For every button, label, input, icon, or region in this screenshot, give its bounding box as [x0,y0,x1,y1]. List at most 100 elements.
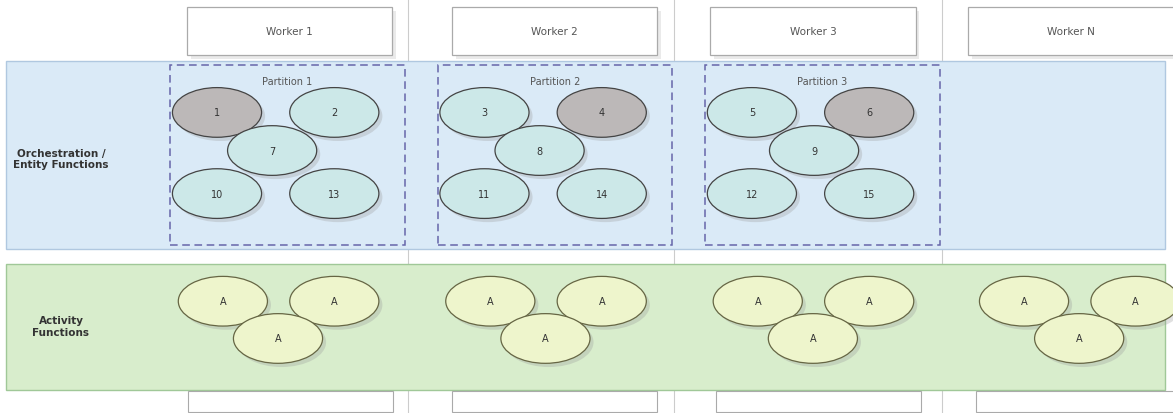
FancyBboxPatch shape [452,391,657,412]
Ellipse shape [707,88,796,138]
Text: A: A [1076,334,1083,344]
Ellipse shape [228,126,317,176]
Text: A: A [1132,297,1139,306]
Ellipse shape [557,88,646,138]
Ellipse shape [713,277,802,326]
Ellipse shape [557,169,646,219]
Text: 5: 5 [748,108,755,118]
Text: Worker 2: Worker 2 [531,27,578,37]
Ellipse shape [717,280,806,330]
Ellipse shape [504,318,594,367]
Ellipse shape [499,130,588,180]
Text: Partition 1: Partition 1 [263,77,312,87]
FancyBboxPatch shape [6,62,1165,250]
Text: 14: 14 [596,189,608,199]
Text: A: A [866,297,873,306]
FancyBboxPatch shape [455,12,660,60]
FancyBboxPatch shape [969,8,1173,56]
Ellipse shape [561,92,650,142]
Ellipse shape [443,92,533,142]
Text: 1: 1 [213,108,221,118]
Ellipse shape [495,126,584,176]
Text: Partition 2: Partition 2 [530,77,579,87]
Ellipse shape [707,169,796,219]
Text: 13: 13 [328,189,340,199]
Text: 11: 11 [479,189,490,199]
Text: A: A [219,297,226,306]
Ellipse shape [293,280,382,330]
Text: A: A [598,297,605,306]
Text: Activity
Functions: Activity Functions [33,316,89,337]
Ellipse shape [825,88,914,138]
Text: A: A [754,297,761,306]
Ellipse shape [769,126,859,176]
Ellipse shape [768,314,857,363]
Text: Partition 3: Partition 3 [798,77,847,87]
FancyBboxPatch shape [188,8,392,56]
Text: A: A [274,334,282,344]
Text: A: A [542,334,549,344]
Ellipse shape [828,280,917,330]
FancyBboxPatch shape [716,391,921,412]
Ellipse shape [293,173,382,223]
Text: Orchestration /
Entity Functions: Orchestration / Entity Functions [13,148,109,170]
Ellipse shape [979,277,1069,326]
Ellipse shape [290,88,379,138]
Ellipse shape [828,173,917,223]
Text: 7: 7 [269,146,276,156]
FancyBboxPatch shape [188,391,393,412]
Ellipse shape [440,88,529,138]
Ellipse shape [443,173,533,223]
Text: 2: 2 [331,108,338,118]
FancyBboxPatch shape [6,264,1165,390]
Text: Worker 3: Worker 3 [789,27,836,37]
Ellipse shape [176,173,265,223]
Text: 12: 12 [746,189,758,199]
Ellipse shape [561,173,650,223]
Ellipse shape [501,314,590,363]
Ellipse shape [237,318,326,367]
Ellipse shape [176,92,265,142]
Ellipse shape [711,92,800,142]
Ellipse shape [1094,280,1173,330]
Ellipse shape [983,280,1072,330]
Text: A: A [809,334,816,344]
Ellipse shape [773,130,862,180]
FancyBboxPatch shape [713,12,918,60]
Text: 6: 6 [866,108,873,118]
Ellipse shape [290,277,379,326]
Text: 4: 4 [598,108,605,118]
Text: 9: 9 [811,146,818,156]
Ellipse shape [440,169,529,219]
Text: A: A [331,297,338,306]
Ellipse shape [557,277,646,326]
Text: 10: 10 [211,189,223,199]
Ellipse shape [828,92,917,142]
Text: A: A [1021,297,1028,306]
Ellipse shape [233,314,323,363]
FancyBboxPatch shape [976,391,1173,412]
Text: Worker 1: Worker 1 [266,27,313,37]
Ellipse shape [825,169,914,219]
FancyBboxPatch shape [190,12,396,60]
Ellipse shape [446,277,535,326]
Text: 3: 3 [481,108,488,118]
FancyBboxPatch shape [971,12,1173,60]
Ellipse shape [231,130,320,180]
Ellipse shape [825,277,914,326]
Text: 15: 15 [863,189,875,199]
Ellipse shape [711,173,800,223]
Text: Worker N: Worker N [1047,27,1094,37]
Ellipse shape [172,88,262,138]
Ellipse shape [293,92,382,142]
Ellipse shape [772,318,861,367]
Ellipse shape [172,169,262,219]
Ellipse shape [1035,314,1124,363]
Ellipse shape [1091,277,1173,326]
Ellipse shape [290,169,379,219]
Ellipse shape [561,280,650,330]
FancyBboxPatch shape [452,8,657,56]
Ellipse shape [182,280,271,330]
Text: A: A [487,297,494,306]
Ellipse shape [178,277,267,326]
